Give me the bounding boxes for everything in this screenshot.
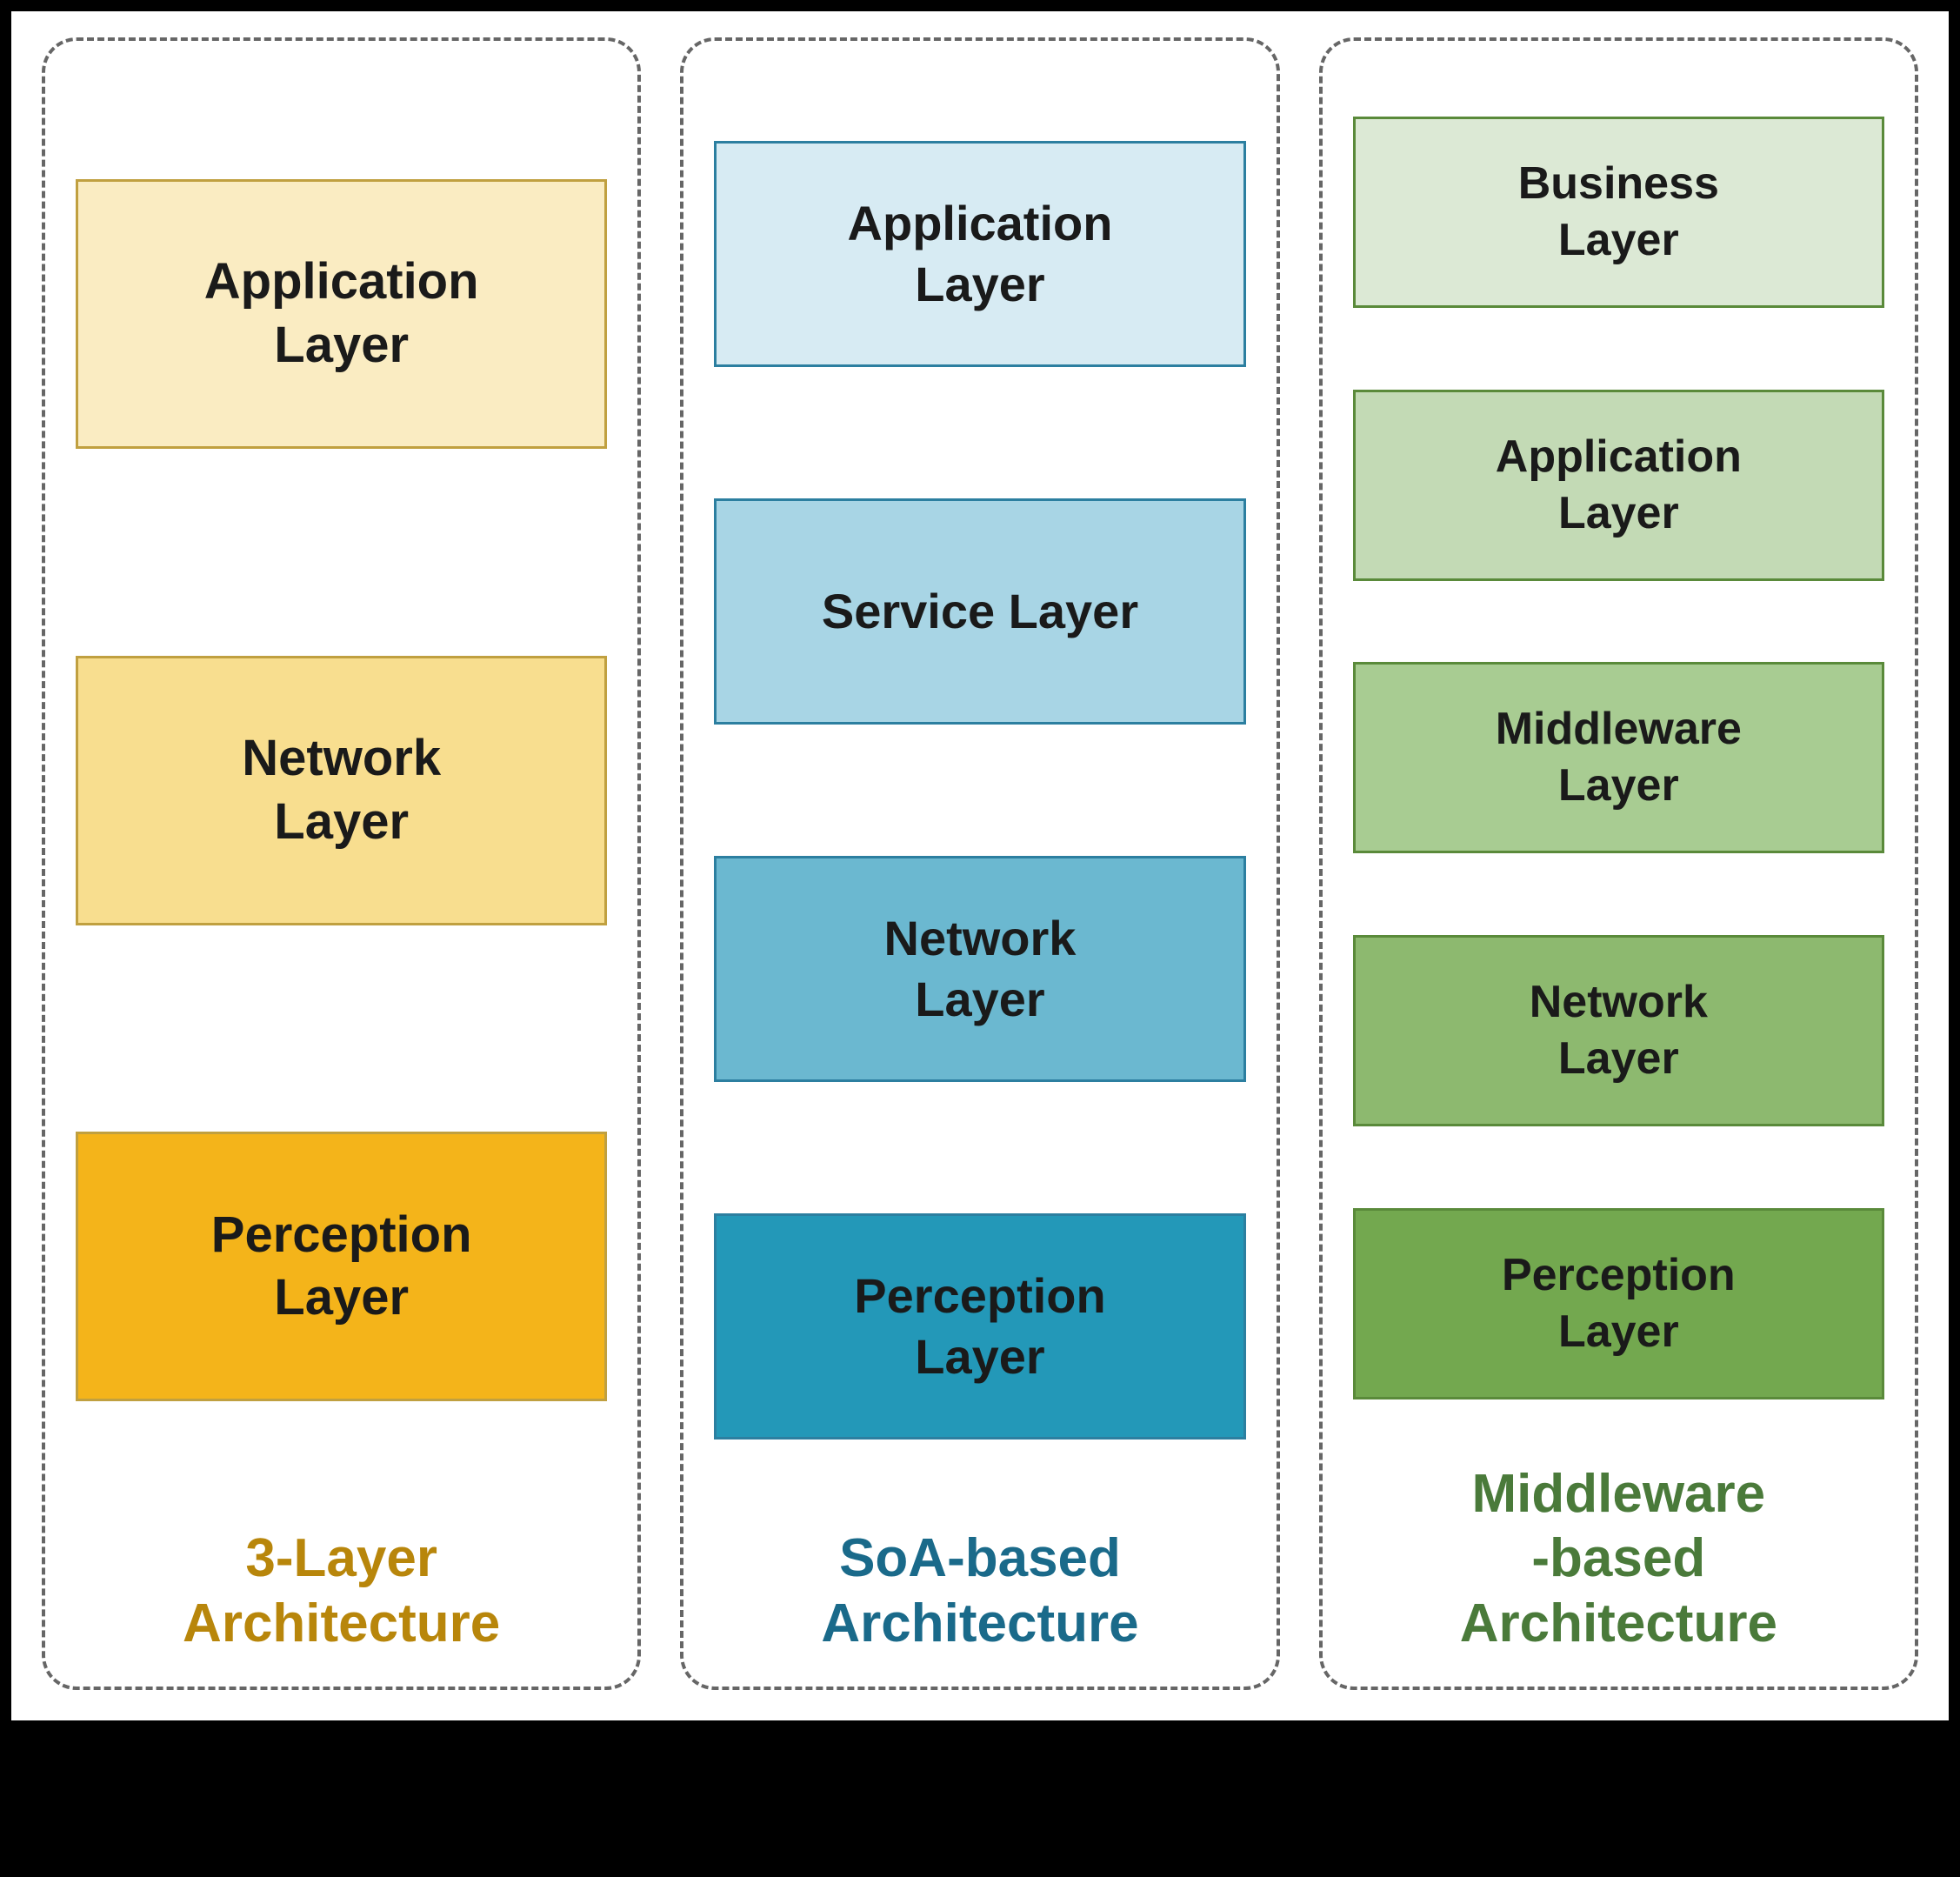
layer-label: Network Layer — [242, 727, 441, 853]
title-line: SoA-based — [839, 1528, 1121, 1588]
layer-line: Middleware — [1496, 704, 1742, 754]
column-middleware: Business Layer Application Layer Middlew… — [1319, 37, 1918, 1690]
layer-soa-service: Service Layer — [714, 498, 1245, 725]
architecture-diagram: Application Layer Network Layer Percepti… — [9, 9, 1951, 1723]
layer-line: Layer — [1558, 1033, 1679, 1084]
layer-label: Service Layer — [822, 581, 1138, 642]
title-line: -based — [1531, 1528, 1705, 1588]
layer-line: Perception — [211, 1206, 472, 1263]
layer-label: Application Layer — [848, 193, 1113, 315]
layer-line: Network — [884, 911, 1077, 965]
layer-line: Layer — [915, 257, 1044, 311]
layer-mw-perception: Perception Layer — [1353, 1208, 1884, 1399]
layer-line: Application — [1496, 431, 1742, 482]
layer-line: Network — [242, 730, 441, 786]
column-title-soa: SoA-based Architecture — [705, 1509, 1254, 1665]
layer-line: Network — [1530, 977, 1708, 1027]
layer-soa-network: Network Layer — [714, 856, 1245, 1082]
layer-label: Application Layer — [204, 250, 479, 377]
layer-mw-network: Network Layer — [1353, 935, 1884, 1126]
column-soa: Application Layer Service Layer Network … — [680, 37, 1279, 1690]
layer-line: Application — [848, 196, 1113, 250]
layer-label: Perception Layer — [211, 1204, 472, 1330]
layer-line: Service Layer — [822, 584, 1138, 638]
layer-line: Layer — [274, 1269, 409, 1326]
layer-label: Perception Layer — [1502, 1247, 1736, 1360]
layer-soa-application: Application Layer — [714, 141, 1245, 367]
layer-line: Layer — [915, 972, 1044, 1026]
layer-3layer-network: Network Layer — [76, 656, 607, 925]
layer-3layer-perception: Perception Layer — [76, 1132, 607, 1401]
layer-line: Layer — [1558, 760, 1679, 811]
layer-line: Layer — [274, 317, 409, 373]
layer-line: Layer — [1558, 1306, 1679, 1357]
layer-line: Perception — [854, 1268, 1105, 1323]
layer-label: Perception Layer — [854, 1266, 1105, 1387]
layer-line: Perception — [1502, 1250, 1736, 1300]
layer-label: Network Layer — [1530, 974, 1708, 1087]
title-line: Architecture — [821, 1593, 1138, 1653]
layer-line: Business — [1518, 158, 1719, 209]
layers-middleware: Business Layer Application Layer Middlew… — [1344, 71, 1893, 1445]
layers-soa: Application Layer Service Layer Network … — [705, 71, 1254, 1509]
column-title-middleware: Middleware -based Architecture — [1344, 1445, 1893, 1665]
layer-mw-application: Application Layer — [1353, 390, 1884, 581]
layer-line: Layer — [1558, 488, 1679, 538]
layer-line: Application — [204, 253, 479, 310]
title-line: Architecture — [1460, 1593, 1777, 1653]
layer-soa-perception: Perception Layer — [714, 1213, 1245, 1439]
layer-mw-middleware: Middleware Layer — [1353, 662, 1884, 853]
layer-label: Network Layer — [884, 908, 1077, 1030]
column-title-3layer: 3-Layer Architecture — [67, 1509, 616, 1665]
layer-line: Layer — [915, 1329, 1044, 1384]
title-line: Architecture — [183, 1593, 500, 1653]
layers-3layer: Application Layer Network Layer Percepti… — [67, 71, 616, 1509]
layer-label: Middleware Layer — [1496, 701, 1742, 814]
title-line: 3-Layer — [245, 1528, 437, 1588]
layer-3layer-application: Application Layer — [76, 179, 607, 449]
layer-line: Layer — [1558, 215, 1679, 265]
title-line: Middleware — [1472, 1464, 1766, 1524]
column-3layer: Application Layer Network Layer Percepti… — [42, 37, 641, 1690]
layer-label: Application Layer — [1496, 429, 1742, 542]
layer-line: Layer — [274, 793, 409, 850]
layer-label: Business Layer — [1518, 156, 1719, 269]
layer-mw-business: Business Layer — [1353, 117, 1884, 308]
